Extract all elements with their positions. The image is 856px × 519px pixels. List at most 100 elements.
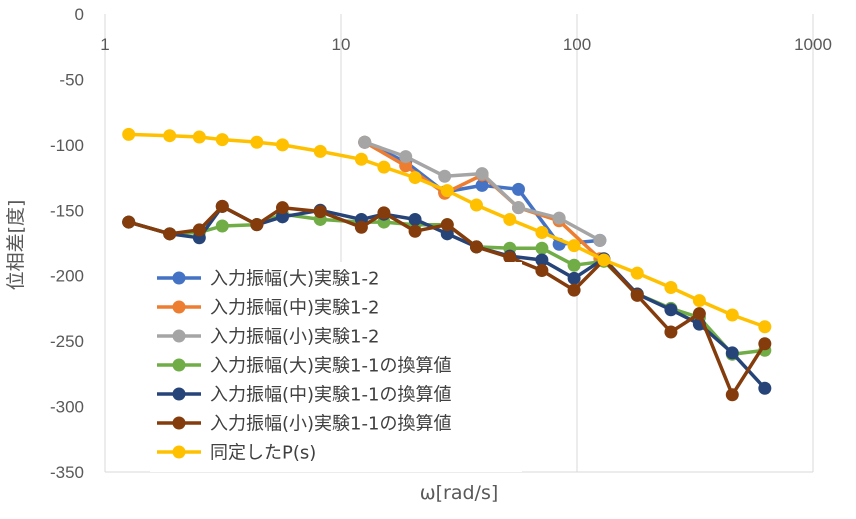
x-axis-title: ω[rad/s]	[420, 482, 499, 504]
data-point	[758, 337, 772, 351]
data-point	[664, 303, 678, 317]
y-tick-label-5: -250	[50, 332, 84, 351]
data-point	[725, 388, 739, 402]
legend-item-1: 入力振幅(中)実験1-2	[157, 298, 379, 319]
legend-background	[150, 262, 522, 472]
data-point	[275, 201, 289, 215]
data-point	[725, 308, 739, 322]
x-tick-label-3: 1000	[794, 35, 832, 54]
data-point	[358, 135, 372, 149]
legend-item-3: 入力振幅(大)実験1-1の換算値	[157, 356, 451, 377]
data-point	[630, 266, 644, 280]
data-point	[567, 271, 581, 285]
data-point	[567, 239, 581, 253]
data-point	[692, 294, 706, 308]
legend-swatch-marker	[172, 358, 186, 372]
series-group	[122, 127, 772, 402]
data-point	[377, 206, 391, 220]
legend-swatch-marker	[172, 387, 186, 401]
x-tick-labels: 1 10 100 1000	[100, 35, 832, 54]
data-point	[469, 198, 483, 212]
data-point	[535, 226, 549, 240]
data-point	[399, 150, 413, 164]
y-tick-labels: 0 -50 -100 -150 -200 -250 -300 -350	[50, 5, 84, 482]
data-point	[567, 258, 581, 272]
data-point	[469, 240, 483, 254]
data-point	[664, 280, 678, 294]
data-point	[399, 159, 413, 173]
data-point	[593, 233, 607, 247]
data-point	[215, 219, 229, 233]
legend-item-0: 入力振幅(大)実験1-2	[157, 269, 379, 290]
y-tick-label-2: -100	[50, 136, 84, 155]
data-point	[408, 171, 422, 185]
y-tick-label-4: -200	[50, 267, 84, 286]
data-point	[313, 144, 327, 158]
legend-label-3: 入力振幅(大)実験1-1の換算値	[210, 356, 451, 377]
data-point	[377, 160, 391, 174]
data-point	[192, 130, 206, 144]
legend-swatch-marker	[172, 271, 186, 285]
y-axis-title: 位相差[度]	[5, 200, 27, 291]
x-tick-label-2: 100	[563, 35, 591, 54]
legend-item-4: 入力振幅(中)実験1-1の換算値	[157, 385, 451, 406]
data-point	[163, 129, 177, 143]
data-point	[408, 212, 422, 226]
data-point	[215, 133, 229, 147]
legend-item-5: 入力振幅(小)実験1-1の換算値	[157, 414, 451, 435]
data-point	[758, 381, 772, 395]
data-point	[475, 178, 489, 192]
legend-label-4: 入力振幅(中)実験1-1の換算値	[210, 385, 451, 406]
data-point	[440, 227, 454, 241]
data-point	[354, 220, 368, 234]
data-point	[535, 253, 549, 267]
series-6	[122, 127, 772, 334]
data-point	[275, 210, 289, 224]
series-2	[358, 135, 607, 247]
data-point	[692, 307, 706, 321]
legend-item-2: 入力振幅(小)実験1-2	[157, 327, 379, 348]
legend-label-2: 入力振幅(小)実験1-2	[210, 327, 379, 348]
x-tick-label-0: 1	[100, 35, 109, 54]
legend-label-5: 入力振幅(小)実験1-1の換算値	[210, 414, 451, 435]
legend: 入力振幅(大)実験1-2 入力振幅(中)実験1-2 入力振幅(小)実験1-2 入力振幅…	[150, 262, 522, 472]
y-tick-label-6: -300	[50, 398, 84, 417]
data-point	[511, 182, 525, 196]
data-point	[725, 346, 739, 360]
data-point	[275, 138, 289, 152]
legend-label-1: 入力振幅(中)実験1-2	[210, 298, 379, 319]
y-tick-label-1: -50	[59, 70, 84, 89]
legend-swatch-marker	[172, 329, 186, 343]
data-point	[475, 167, 489, 181]
legend-swatch-marker	[172, 416, 186, 430]
data-point	[567, 283, 581, 297]
legend-item-6: 同定したP(s)	[157, 443, 316, 464]
data-point	[664, 325, 678, 339]
data-point	[630, 288, 644, 302]
data-point	[122, 215, 136, 229]
data-point	[440, 218, 454, 232]
data-point	[408, 224, 422, 238]
data-point	[354, 152, 368, 166]
data-point	[440, 184, 454, 198]
data-point	[122, 127, 136, 141]
y-tick-label-7: -350	[50, 463, 84, 482]
data-point	[597, 253, 611, 267]
legend-swatch-marker	[172, 300, 186, 314]
data-point	[503, 212, 517, 226]
data-point	[535, 263, 549, 277]
data-point	[250, 218, 264, 232]
data-point	[192, 223, 206, 237]
data-point	[313, 205, 327, 219]
data-point	[758, 320, 772, 334]
data-point	[511, 201, 525, 215]
legend-swatch-marker	[172, 445, 186, 459]
x-tick-label-1: 10	[332, 35, 351, 54]
data-point	[250, 135, 264, 149]
legend-label-6: 同定したP(s)	[210, 443, 316, 464]
data-point	[535, 241, 549, 255]
legend-label-0: 入力振幅(大)実験1-2	[210, 269, 379, 290]
y-tick-label-3: -150	[50, 201, 84, 220]
data-point	[215, 199, 229, 213]
